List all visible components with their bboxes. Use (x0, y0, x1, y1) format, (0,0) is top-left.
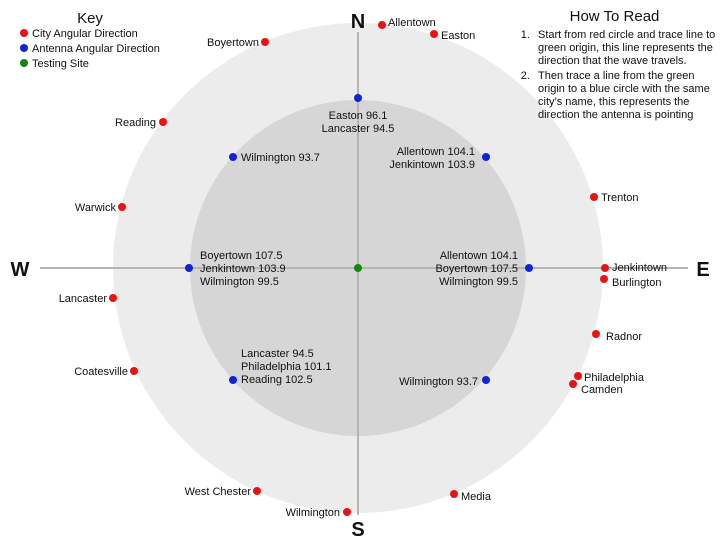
city-markers: Allentown Easton Boyertown Reading Warwick La… (59, 17, 667, 519)
city-marker (378, 21, 386, 29)
how-to-read-step: Start from red circle and trace line to … (533, 29, 717, 68)
compass-east: E (696, 259, 709, 281)
compass-west: W (11, 259, 30, 281)
city-marker (450, 490, 458, 498)
city-marker (253, 487, 261, 495)
antenna-marker (482, 153, 490, 161)
antenna-marker (185, 264, 193, 272)
antenna-marker (525, 264, 533, 272)
city-label: Boyertown (207, 37, 259, 49)
city-marker (343, 508, 351, 516)
city-marker (159, 118, 167, 126)
antenna-label: Lancaster 94.5 (322, 123, 395, 135)
city-label: Allentown (388, 17, 436, 29)
antenna-label: Boyertown 107.5 (435, 263, 518, 275)
key-item-label: Testing Site (32, 58, 89, 70)
key-item-city: City Angular Direction (20, 27, 170, 42)
compass-south: S (351, 519, 364, 540)
antenna-label: Wilmington 93.7 (241, 152, 320, 164)
antenna-label: Philadelphia 101.1 (241, 361, 332, 373)
antenna-label: Lancaster 94.5 (241, 348, 314, 360)
city-marker (574, 372, 582, 380)
city-label: Burlington (612, 277, 662, 289)
city-marker (261, 38, 269, 46)
red-dot-icon (20, 29, 28, 38)
antenna-marker (354, 94, 362, 102)
city-marker (590, 193, 598, 201)
city-marker (118, 203, 126, 211)
city-label: West Chester (185, 486, 252, 498)
city-label: Wilmington (286, 507, 340, 519)
key-item-label: Antenna Angular Direction (32, 43, 160, 55)
antenna-label: Jenkintown 103.9 (389, 159, 475, 171)
city-label: Trenton (601, 192, 639, 204)
key-item-antenna: Antenna Angular Direction (20, 42, 170, 57)
city-marker (109, 294, 117, 302)
green-dot-icon (20, 59, 28, 68)
antenna-label: Wilmington 93.7 (399, 376, 478, 388)
antenna-label: Boyertown 107.5 (200, 250, 283, 262)
antenna-label: Allentown 104.1 (397, 146, 475, 158)
how-to-read-panel: How To Read Start from red circle and tr… (512, 8, 717, 124)
city-label: Camden (581, 384, 623, 396)
antenna-label: Allentown 104.1 (440, 250, 518, 262)
antenna-label: Wilmington 99.5 (200, 276, 279, 288)
key-item-testing-site: Testing Site (20, 57, 170, 72)
city-marker (600, 275, 608, 283)
city-label: Philadelphia (584, 372, 645, 384)
antenna-marker (482, 376, 490, 384)
antenna-label: Jenkintown 103.9 (200, 263, 286, 275)
key-title: Key (77, 10, 103, 27)
how-to-read-step: Then trace a line from the green origin … (533, 70, 717, 122)
antenna-label: Easton 96.1 (329, 110, 388, 122)
antenna-marker (229, 153, 237, 161)
city-marker (430, 30, 438, 38)
city-label: Warwick (75, 202, 117, 214)
city-marker (569, 380, 577, 388)
city-label: Easton (441, 30, 475, 42)
how-to-read-title: How To Read (569, 8, 660, 25)
key-item-label: City Angular Direction (32, 28, 138, 40)
city-label: Lancaster (59, 293, 108, 305)
city-marker (592, 330, 600, 338)
antenna-marker (229, 376, 237, 384)
city-label: Coatesville (74, 366, 128, 378)
key-panel: Key City Angular Direction Antenna Angul… (20, 10, 170, 72)
antenna-label: Reading 102.5 (241, 374, 313, 386)
city-label: Radnor (606, 331, 642, 343)
city-label: Reading (115, 117, 156, 129)
city-label: Media (461, 491, 492, 503)
how-to-read-steps: Start from red circle and trace line to … (512, 29, 717, 122)
city-label: Jenkintown (612, 262, 667, 274)
antenna-label: Wilmington 99.5 (439, 276, 518, 288)
city-marker (130, 367, 138, 375)
testing-site-origin (354, 264, 362, 272)
city-marker (601, 264, 609, 272)
blue-dot-icon (20, 44, 28, 53)
compass-north: N (351, 11, 365, 33)
